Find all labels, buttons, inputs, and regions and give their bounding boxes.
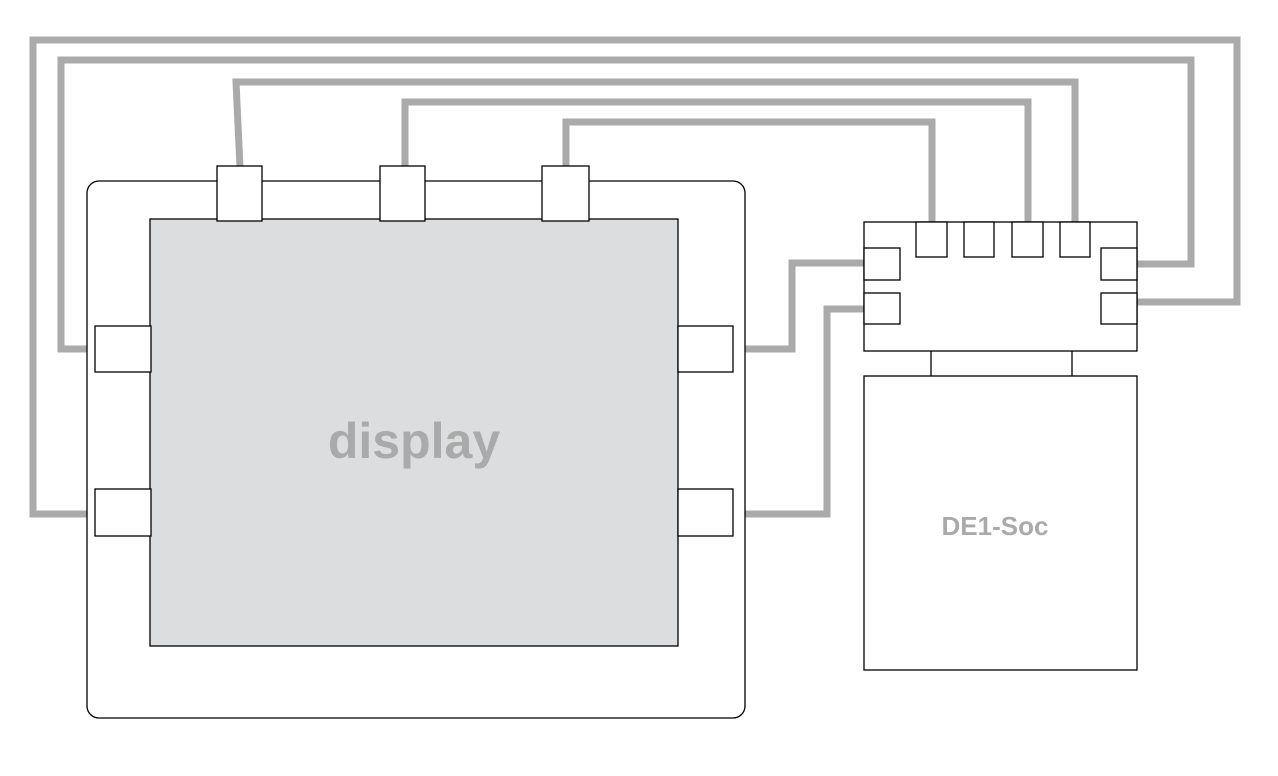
display-connector-right-upper <box>677 325 734 373</box>
wires <box>29 36 1241 518</box>
board-connector-top-1 <box>915 221 948 258</box>
board-connector-top-3 <box>1011 221 1044 258</box>
display-unit: display <box>86 165 746 719</box>
interface-board-body <box>863 221 1138 352</box>
de1-soc-body <box>863 375 1138 671</box>
board-connector-left-lower <box>863 292 901 325</box>
wire-display-top-right-to-board-top-1 <box>562 118 936 222</box>
board-connector-right-upper <box>1100 247 1138 281</box>
board-standoffs <box>930 351 1073 376</box>
wire-display-left-lower-to-board-right-lower <box>29 36 1241 518</box>
wire-display-top-left-to-board-top-4 <box>232 78 1079 222</box>
board-connector-top-2 <box>963 221 995 258</box>
board-connector-top-4 <box>1059 221 1091 258</box>
interface-board <box>863 221 1138 352</box>
wire-display-right-lower-to-board-left-lower <box>733 305 864 518</box>
wire-display-top-middle-to-board-top-3 <box>401 98 1032 222</box>
board-connector-right-lower <box>1100 292 1138 325</box>
display-connector-top-right <box>541 165 590 222</box>
board-connector-left-upper <box>863 247 901 281</box>
display-connector-right-lower <box>677 488 734 537</box>
display-connector-top-left <box>216 165 263 222</box>
de1-soc-label: DE1-Soc <box>942 511 1049 541</box>
display-screen <box>149 218 679 647</box>
de1-soc-board: DE1-Soc <box>863 375 1138 671</box>
wire-display-right-upper-to-board-left-upper <box>733 259 864 353</box>
display-connector-top-middle <box>379 165 426 222</box>
display-connector-left-upper <box>94 325 152 373</box>
display-connector-left-lower <box>94 488 152 537</box>
wire-display-left-upper-to-board-right-upper <box>57 56 1195 353</box>
display-label: display <box>328 413 500 469</box>
